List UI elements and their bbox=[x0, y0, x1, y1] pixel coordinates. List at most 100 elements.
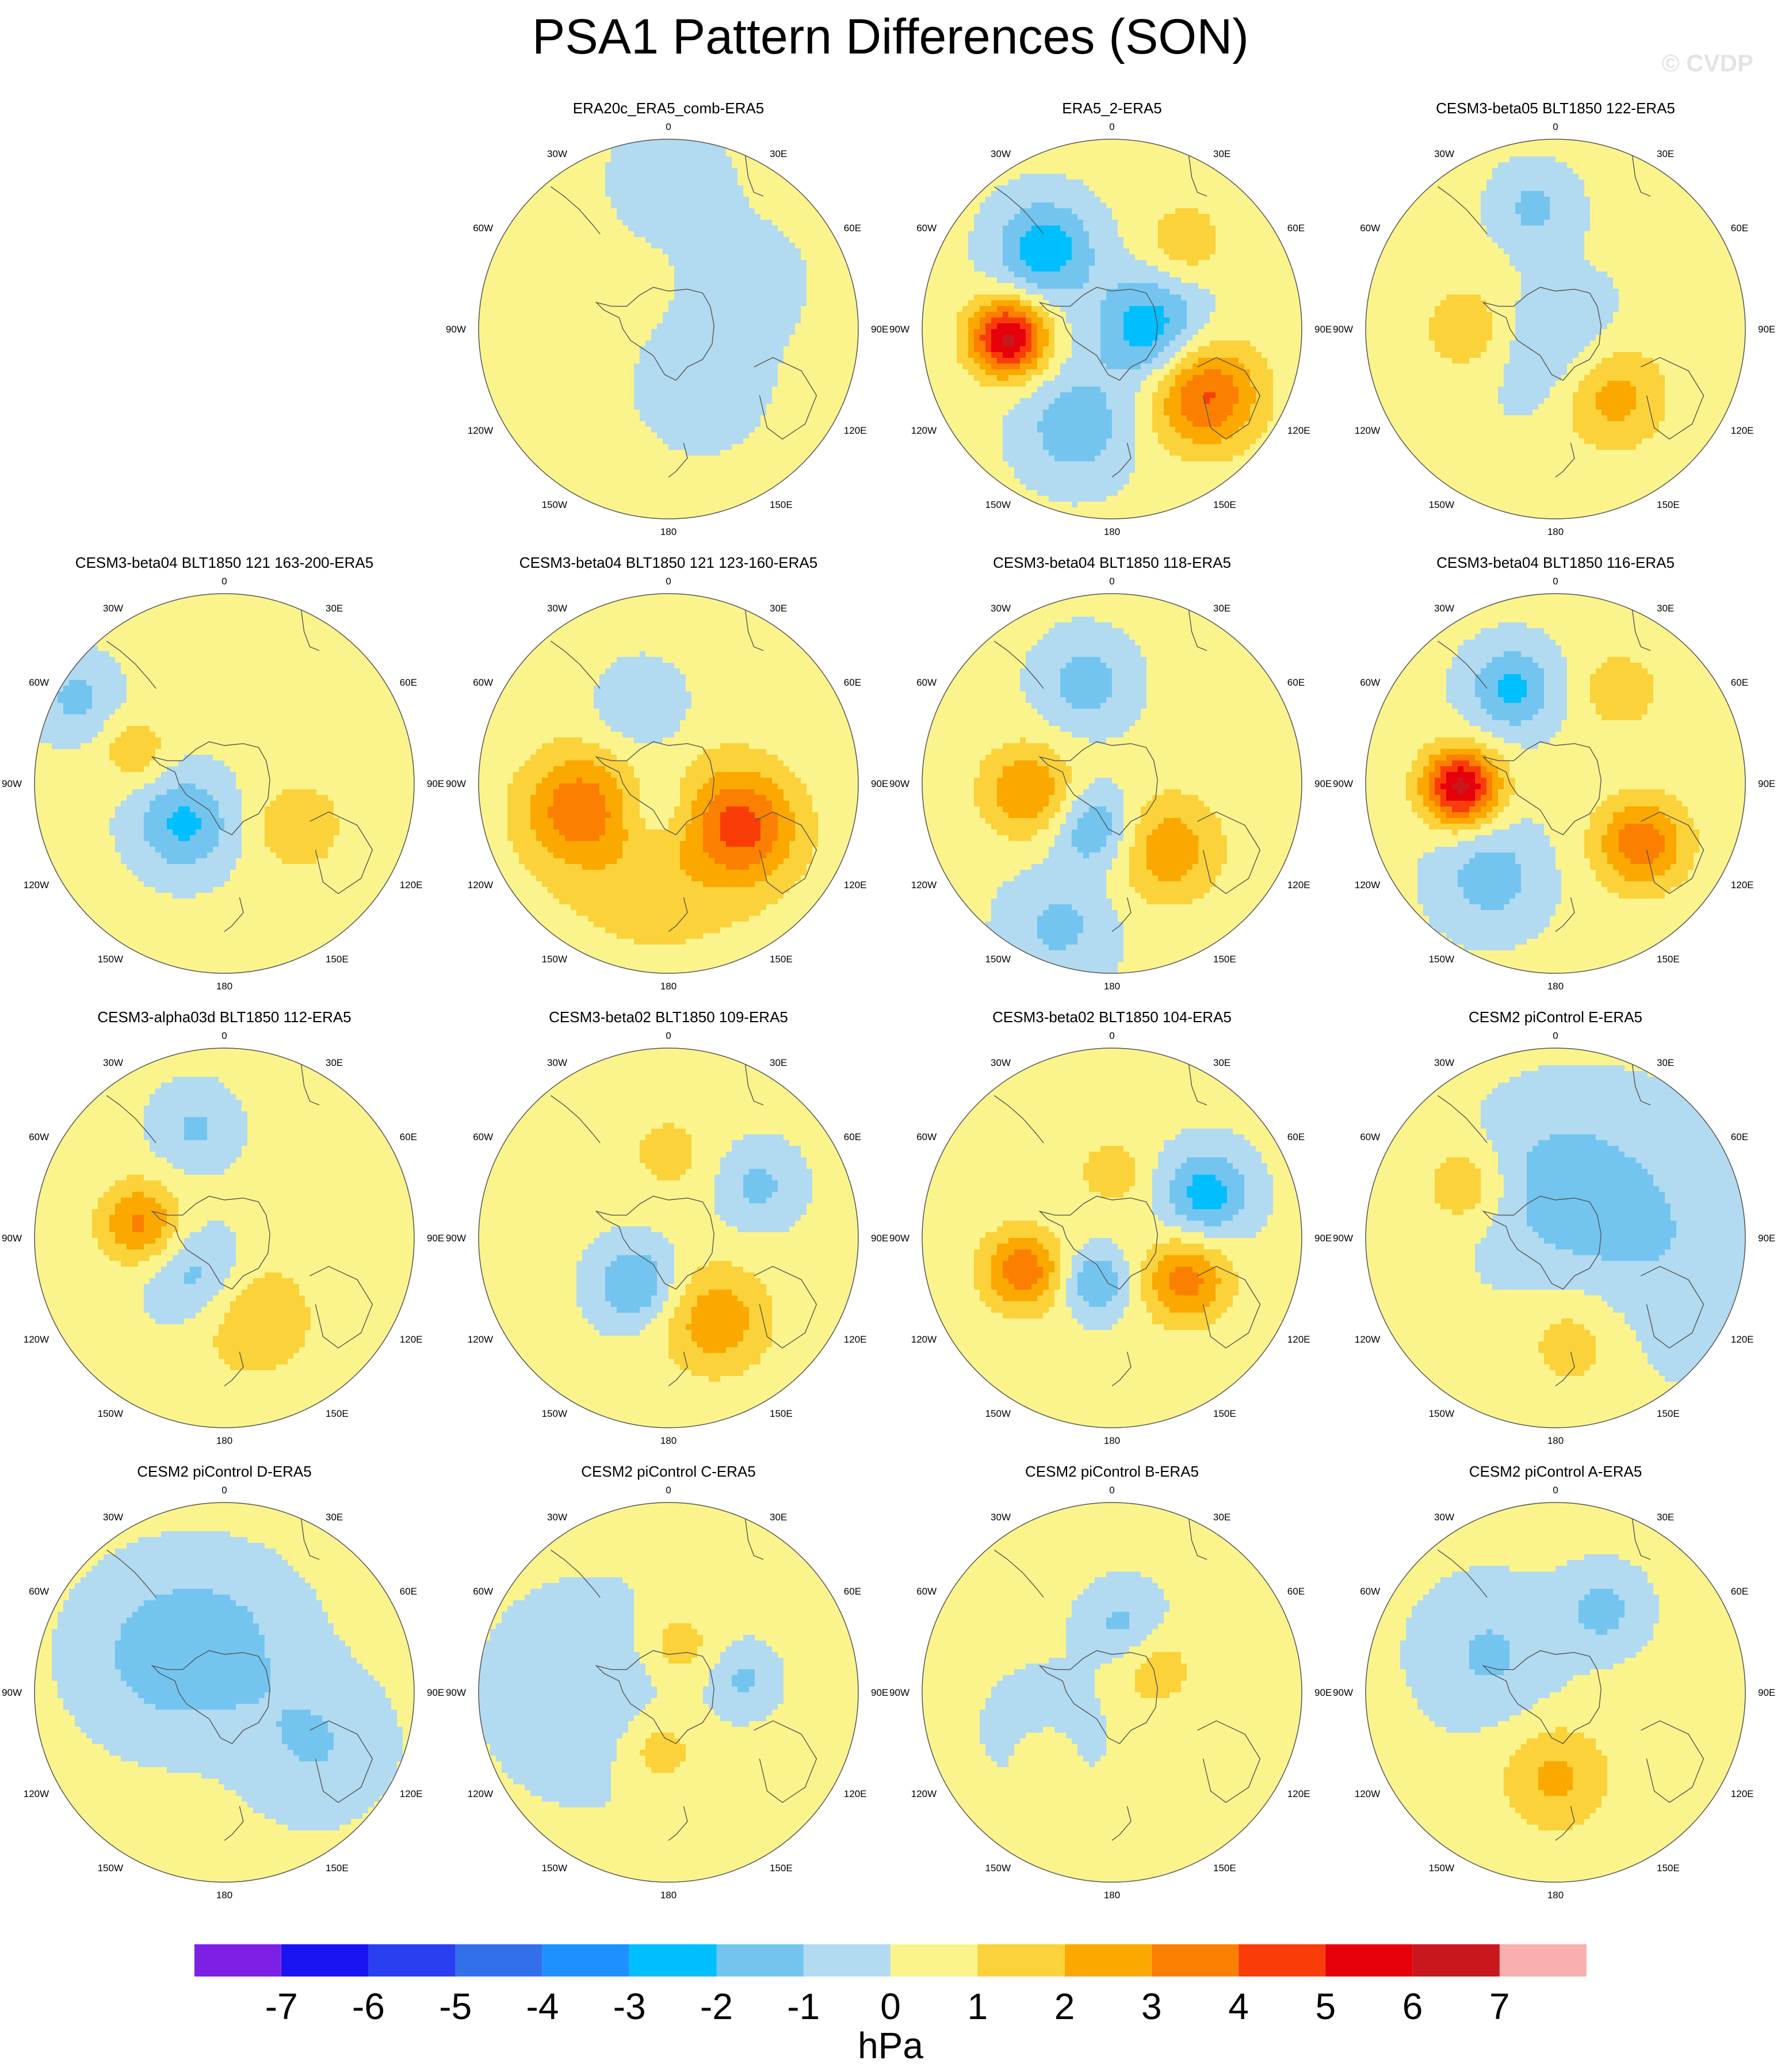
longitude-label-top: 0 bbox=[1109, 1030, 1114, 1041]
panel-title: CESM3-beta04 BLT1850 116-ERA5 bbox=[1331, 552, 1780, 573]
longitude-label-w150: 150W bbox=[1429, 1408, 1454, 1419]
map-border bbox=[922, 593, 1302, 974]
coastline-africa bbox=[1187, 1512, 1207, 1560]
longitude-label-top: 0 bbox=[221, 576, 227, 587]
coastline-australia bbox=[1197, 357, 1261, 440]
longitude-label-w150: 150W bbox=[985, 1863, 1011, 1874]
longitude-label-e60: 60E bbox=[1287, 1586, 1305, 1597]
longitude-label-e30: 30E bbox=[770, 148, 787, 159]
longitude-label-bottom: 180 bbox=[660, 1435, 677, 1446]
colorbar-box bbox=[1239, 1944, 1326, 1977]
map-panel: CESM2 piControl E-ERA5 0 30E 60E 90E 120E 150E… bbox=[1331, 1007, 1780, 1446]
polar-map: 0 30E 60E 90E 120E 150E 180 150W 120W 90W 60W 30W bbox=[889, 1485, 1332, 1901]
longitude-label-w90: 90W bbox=[446, 1233, 466, 1244]
polar-map: 0 30E 60E 90E 120E 150E 180 150W 120W 90W 60W 30W bbox=[446, 121, 888, 537]
longitude-label-e120: 120E bbox=[1731, 425, 1754, 436]
longitude-label-e150: 150E bbox=[326, 1408, 349, 1419]
coastline-antarctica bbox=[151, 741, 270, 835]
colorbar-tick-label: 6 bbox=[1378, 1983, 1447, 2029]
longitude-label-e60: 60E bbox=[844, 1131, 861, 1142]
map-border bbox=[34, 593, 415, 974]
longitude-label-w90: 90W bbox=[889, 1687, 909, 1698]
colorbar-box bbox=[977, 1944, 1065, 1977]
longitude-label-w30: 30W bbox=[103, 1057, 123, 1068]
coastline-africa bbox=[744, 148, 764, 197]
map-panel: CESM3-beta02 BLT1850 104-ERA5 0 30E 60E 90E 1… bbox=[888, 1007, 1336, 1446]
longitude-label-top: 0 bbox=[221, 1030, 227, 1041]
coastline-australia bbox=[1197, 811, 1261, 894]
coastline-antarctica bbox=[1038, 1650, 1158, 1744]
longitude-label-e150: 150E bbox=[770, 1863, 793, 1874]
map-border bbox=[34, 1502, 415, 1883]
longitude-label-e30: 30E bbox=[1657, 148, 1674, 159]
coastline-antarctica bbox=[595, 1650, 714, 1744]
coastline-africa bbox=[1631, 1512, 1651, 1560]
longitude-label-top: 0 bbox=[221, 1485, 227, 1496]
longitude-label-e90: 90E bbox=[1758, 324, 1775, 335]
coastline-south-america bbox=[1437, 1549, 1488, 1598]
longitude-label-e60: 60E bbox=[844, 223, 861, 234]
longitude-label-top: 0 bbox=[1553, 1485, 1558, 1496]
longitude-label-w150: 150W bbox=[1429, 1863, 1454, 1874]
longitude-label-w60: 60W bbox=[916, 677, 937, 688]
longitude-label-top: 0 bbox=[666, 576, 671, 587]
longitude-label-w60: 60W bbox=[1360, 223, 1380, 234]
coastline-antarctica bbox=[1038, 741, 1158, 835]
longitude-label-e150: 150E bbox=[326, 954, 349, 965]
longitude-label-w120: 120W bbox=[1355, 1788, 1380, 1799]
coastline-australia bbox=[1641, 1266, 1704, 1349]
longitude-label-e30: 30E bbox=[1213, 148, 1230, 159]
watermark: © CVDP bbox=[1662, 49, 1753, 77]
longitude-label-bottom: 180 bbox=[1547, 981, 1564, 992]
coastline-south-america bbox=[993, 186, 1044, 235]
longitude-label-e90: 90E bbox=[1314, 1233, 1332, 1244]
longitude-label-e90: 90E bbox=[427, 1233, 444, 1244]
map-panel: ERA20c_ERA5_comb-ERA5 0 30E 60E 90E 120E 150E 1… bbox=[444, 98, 893, 537]
longitude-label-e120: 120E bbox=[844, 1334, 867, 1345]
longitude-label-e120: 120E bbox=[844, 425, 867, 436]
longitude-label-w120: 120W bbox=[24, 1788, 49, 1799]
coastline-australia bbox=[309, 811, 373, 894]
longitude-label-w90: 90W bbox=[1333, 1687, 1353, 1698]
coastline-south-america bbox=[106, 640, 156, 689]
longitude-label-w90: 90W bbox=[446, 324, 466, 335]
longitude-label-bottom: 180 bbox=[1547, 1435, 1564, 1446]
longitude-label-w150: 150W bbox=[542, 499, 567, 510]
colorbar-tick-label: -1 bbox=[769, 1983, 838, 2029]
panel-title: CESM3-beta04 BLT1850 118-ERA5 bbox=[888, 552, 1336, 573]
longitude-label-e90: 90E bbox=[1758, 1687, 1775, 1698]
coastline-new-zealand bbox=[1111, 442, 1132, 477]
map-panel: CESM2 piControl C-ERA5 0 30E 60E 90E 120E 150E… bbox=[444, 1461, 893, 1901]
panel-title: CESM2 piControl D-ERA5 bbox=[0, 1461, 449, 1482]
pressure-field bbox=[479, 139, 858, 519]
longitude-label-top: 0 bbox=[666, 1485, 671, 1496]
longitude-label-e120: 120E bbox=[400, 1334, 423, 1345]
longitude-label-bottom: 180 bbox=[1104, 981, 1120, 992]
pressure-field bbox=[35, 594, 414, 973]
longitude-label-e90: 90E bbox=[871, 324, 888, 335]
coastline-new-zealand bbox=[224, 1806, 244, 1841]
coastline-south-america bbox=[550, 186, 601, 235]
coastline-new-zealand bbox=[1555, 897, 1575, 932]
longitude-label-e90: 90E bbox=[1314, 324, 1332, 335]
longitude-label-bottom: 180 bbox=[660, 1890, 677, 1901]
longitude-label-e150: 150E bbox=[770, 954, 793, 965]
colorbar-box bbox=[542, 1944, 630, 1977]
coastline-new-zealand bbox=[668, 897, 688, 932]
map-panel: CESM3-beta04 BLT1850 116-ERA5 0 30E 60E 90E 1… bbox=[1331, 552, 1780, 992]
map-border bbox=[478, 139, 859, 519]
longitude-label-w30: 30W bbox=[547, 603, 567, 614]
colorbar-tick-label: 5 bbox=[1291, 1983, 1360, 2029]
pressure-field bbox=[1366, 1048, 1745, 1428]
coastline-antarctica bbox=[1038, 1195, 1158, 1290]
polar-map: 0 30E 60E 90E 120E 150E 180 150W 120W 90W 60W 30W bbox=[889, 1030, 1332, 1446]
longitude-label-top: 0 bbox=[666, 1030, 671, 1041]
longitude-label-e150: 150E bbox=[1213, 954, 1236, 965]
coastline-africa bbox=[744, 1057, 764, 1106]
longitude-label-e30: 30E bbox=[326, 603, 343, 614]
longitude-label-top: 0 bbox=[1553, 576, 1558, 587]
longitude-label-w150: 150W bbox=[98, 1408, 123, 1419]
polar-map: 0 30E 60E 90E 120E 150E 180 150W 120W 90W 60W 30W bbox=[2, 1485, 444, 1901]
longitude-label-e90: 90E bbox=[427, 778, 444, 789]
colorbar-tick-label: 3 bbox=[1117, 1983, 1186, 2029]
